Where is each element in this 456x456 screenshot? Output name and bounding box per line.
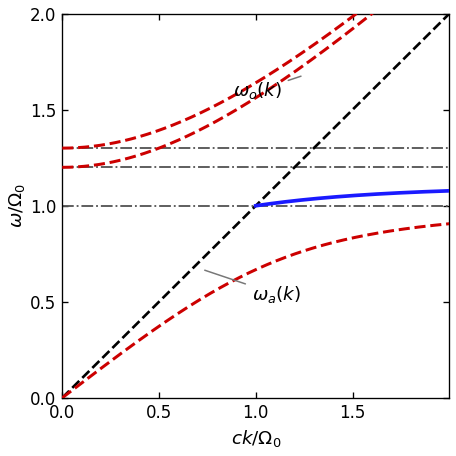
Text: $\omega_a(k)$: $\omega_a(k)$ bbox=[205, 270, 301, 305]
X-axis label: $ck/\Omega_0$: $ck/\Omega_0$ bbox=[231, 428, 281, 449]
Text: $\omega_o(k)$: $\omega_o(k)$ bbox=[233, 76, 301, 101]
Y-axis label: $\omega/\Omega_0$: $\omega/\Omega_0$ bbox=[7, 183, 26, 228]
